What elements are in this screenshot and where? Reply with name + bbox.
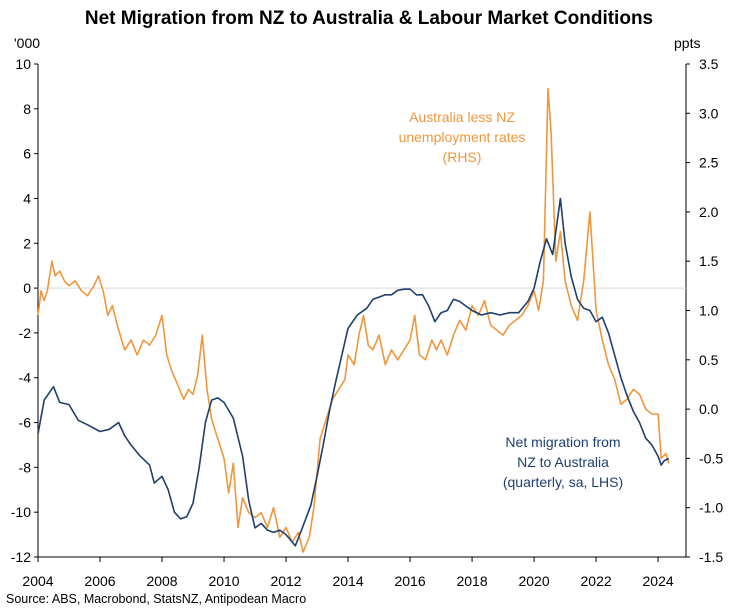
- x-tick-label: 2012: [270, 573, 301, 589]
- left-tick-label: 2: [23, 235, 31, 251]
- left-tick-label: -2: [19, 325, 32, 341]
- x-tick-label: 2004: [22, 573, 53, 589]
- left-tick-label: -4: [19, 370, 32, 386]
- unemployment-series-label: unemployment rates: [399, 129, 526, 145]
- right-tick-label: 2.0: [699, 204, 719, 220]
- migration-series-label: (quarterly, sa, LHS): [503, 474, 623, 490]
- left-tick-label: 4: [23, 190, 31, 206]
- migration-series-line: [37, 197, 670, 547]
- right-tick-label: 0.5: [699, 352, 719, 368]
- unemployment-series-label: Australia less NZ: [409, 109, 515, 125]
- series-labels-group: Net migration from NZ to Australia (quarte…: [399, 109, 624, 490]
- right-tick-label: -1.0: [699, 500, 723, 516]
- chart-title: Net Migration from NZ to Australia & Lab…: [84, 8, 654, 29]
- x-tick-label: 2024: [643, 573, 674, 589]
- axes-group: 10 8 6 4 2 0 -2 -4 -6 -8 -10 -12 3.5 3.0 2.5 2.0 1.5 1.0 0…: [11, 56, 724, 589]
- right-tick-label: -0.5: [699, 450, 723, 466]
- left-tick-label: 10: [15, 56, 31, 72]
- right-tick-label: 3.5: [699, 56, 719, 72]
- x-tick-label: 2022: [581, 573, 612, 589]
- left-axis-unit-label: '000: [14, 35, 40, 51]
- unemployment-series-label: (RHS): [443, 149, 482, 165]
- x-tick-label: 2018: [456, 573, 487, 589]
- migration-series-label: NZ to Australia: [517, 454, 609, 470]
- x-tick-label: 2008: [146, 573, 177, 589]
- right-tick-label: 3.0: [699, 105, 719, 121]
- left-tick-label: -8: [19, 459, 32, 475]
- right-tick-label: 0.0: [699, 401, 719, 417]
- x-tick-label: 2020: [518, 573, 549, 589]
- right-tick-label: 2.5: [699, 155, 719, 171]
- left-tick-label: -6: [19, 415, 32, 431]
- x-tick-label: 2016: [394, 573, 425, 589]
- right-tick-label: 1.5: [699, 253, 719, 269]
- right-tick-label: -1.5: [699, 549, 723, 565]
- x-tick-label: 2010: [208, 573, 239, 589]
- x-tick-label: 2014: [332, 573, 363, 589]
- left-tick-label: 6: [23, 146, 31, 162]
- left-tick-label: 0: [23, 280, 31, 296]
- left-tick-label: -10: [11, 504, 31, 520]
- x-tick-label: 2006: [84, 573, 115, 589]
- right-tick-label: 1.0: [699, 303, 719, 319]
- left-tick-label: -12: [11, 549, 31, 565]
- source-note: Source: ABS, Macrobond, StatsNZ, Antipod…: [6, 592, 307, 606]
- migration-series-label: Net migration from: [505, 434, 620, 450]
- series-group: [37, 87, 670, 553]
- unemployment-series-line: [37, 87, 670, 553]
- right-axis-unit-label: ppts: [674, 35, 700, 51]
- left-tick-label: 8: [23, 101, 31, 117]
